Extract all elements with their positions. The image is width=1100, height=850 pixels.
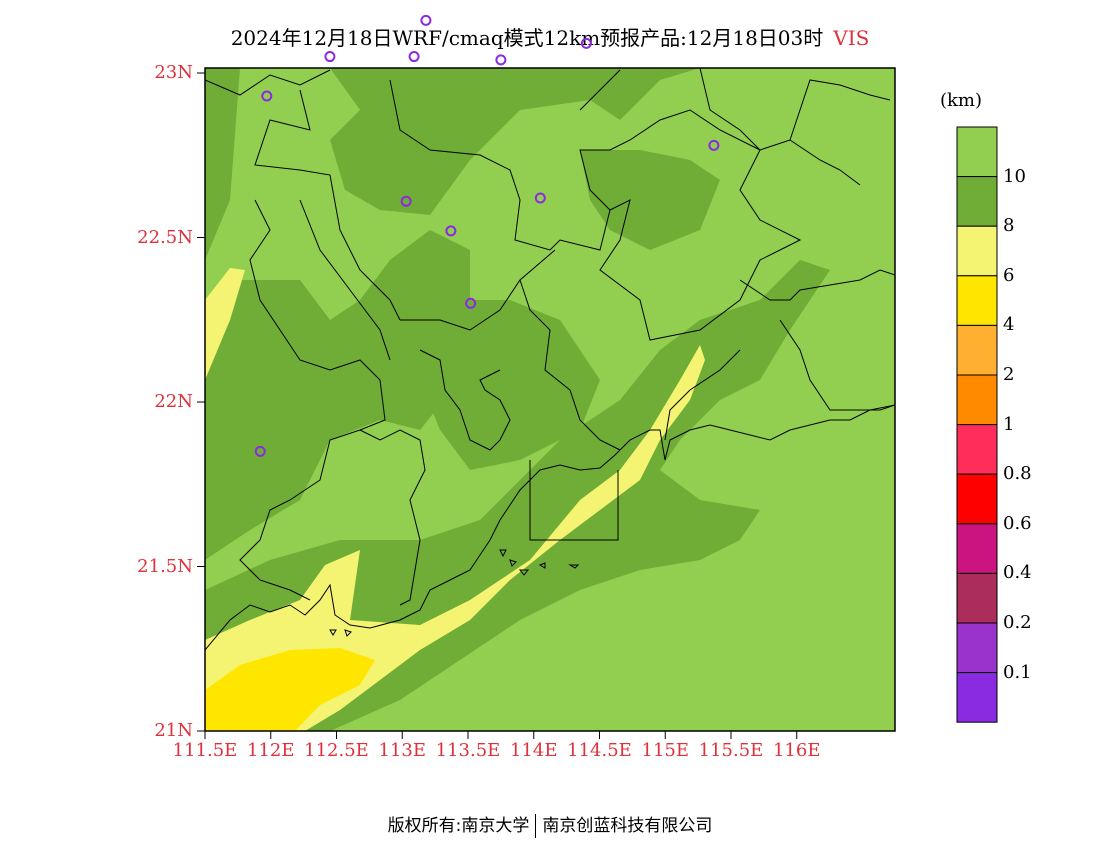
colorbar-swatch	[956, 473, 998, 525]
colorbar-label: 1	[1003, 413, 1015, 435]
lon-tick-label: 116E	[773, 740, 821, 761]
colorbar-label: 0.1	[1003, 661, 1032, 683]
visibility-field	[205, 68, 895, 731]
colorbar-label: 10	[1003, 165, 1026, 187]
lat-tick-label: 21N	[154, 720, 193, 741]
colorbar-swatch	[956, 672, 998, 723]
visibility-8km-zone-northeast	[580, 150, 720, 250]
lon-tick-label: 115E	[641, 740, 690, 761]
county-boundaries-central	[400, 249, 621, 451]
colorbar-label: 2	[1003, 364, 1015, 385]
colorbar-label: 0.4	[1003, 562, 1032, 584]
county-boundaries-north	[389, 79, 802, 341]
lon-tick-label: 113E	[378, 740, 427, 761]
station-markers	[254, 14, 720, 457]
lon-tick-label: 115.5E	[698, 740, 764, 761]
lat-tick-label: 22.5N	[137, 226, 193, 248]
colorbar-swatch	[956, 523, 998, 574]
lat-tick-label: 21.5N	[137, 555, 193, 577]
hong-kong-boundary	[529, 460, 619, 541]
colorbar-label: 6	[1003, 264, 1015, 286]
map-frame	[204, 67, 896, 732]
boundaries	[205, 68, 895, 651]
colorbar-label: 8	[1003, 215, 1015, 237]
islands	[329, 549, 580, 637]
colorbar-label: 0.6	[1003, 512, 1032, 534]
lat-tick-label: 22N	[154, 391, 193, 412]
station-marker	[408, 51, 420, 63]
colorbar-label: 0.8	[1003, 463, 1032, 485]
colorbar-swatch	[956, 424, 998, 475]
county-boundaries-east	[664, 269, 895, 441]
map-title: 2024年12月18日WRF/cmaq模式12km预报产品:12月18日03时 V…	[0, 22, 1100, 51]
axis-ticks	[197, 72, 798, 739]
station-marker	[400, 195, 412, 207]
visibility-4km-zone	[205, 648, 375, 731]
title-variable: VIS	[833, 26, 870, 50]
station-marker	[261, 90, 273, 102]
colorbar-label: 0.2	[1003, 612, 1032, 633]
station-marker	[580, 37, 592, 49]
county-boundaries-west	[239, 199, 426, 606]
station-marker	[495, 54, 507, 66]
station-marker	[254, 445, 266, 457]
footer-separator	[535, 814, 537, 838]
lon-tick-label: 112E	[247, 740, 295, 761]
lon-tick-label: 114E	[510, 740, 558, 761]
lon-tick-label: 113.5E	[435, 740, 501, 761]
colorbar	[956, 126, 998, 723]
colorbar-swatch	[956, 374, 998, 426]
colorbar-swatch	[956, 275, 998, 326]
colorbar-unit: (km)	[940, 90, 983, 111]
colorbar-swatch	[956, 126, 998, 178]
lon-tick-label: 111.5E	[172, 740, 238, 761]
footer-left: 版权所有:南京大学	[387, 816, 530, 836]
colorbar-swatch	[956, 176, 998, 227]
visibility-8km-zone-west	[205, 230, 470, 560]
colorbar-swatch	[956, 622, 998, 674]
visibility-8km-zone-central	[400, 300, 600, 470]
station-marker	[465, 297, 477, 309]
copyright-footer: 版权所有:南京大学 南京创蓝科技有限公司	[0, 811, 1100, 838]
province-boundary-north	[205, 69, 401, 321]
colorbar-swatch	[956, 324, 998, 376]
station-marker	[420, 14, 432, 26]
colorbar-swatch	[956, 225, 998, 277]
station-marker	[534, 192, 546, 204]
title-main: 2024年12月18日WRF/cmaq模式12km预报产品:12月18日03时	[230, 26, 824, 50]
visibility-8km-zone-coastal	[205, 260, 830, 731]
visibility-6km-zone-coastal	[205, 345, 705, 731]
colorbar-label: 4	[1003, 314, 1015, 336]
station-marker	[708, 139, 720, 151]
visibility-8km-zone-northwest	[205, 68, 240, 260]
county-boundaries-northeast	[579, 68, 891, 186]
colorbar-swatch	[956, 572, 998, 624]
lat-tick-label: 23N	[154, 62, 193, 83]
visibility-8km-zone-north	[330, 68, 700, 215]
lon-tick-label: 114.5E	[567, 740, 632, 761]
station-marker	[445, 225, 457, 237]
lon-tick-label: 112.5E	[304, 740, 369, 761]
footer-right: 南京创蓝科技有限公司	[542, 816, 713, 836]
visibility-6km-zone-west	[205, 268, 245, 380]
station-marker	[324, 51, 336, 63]
